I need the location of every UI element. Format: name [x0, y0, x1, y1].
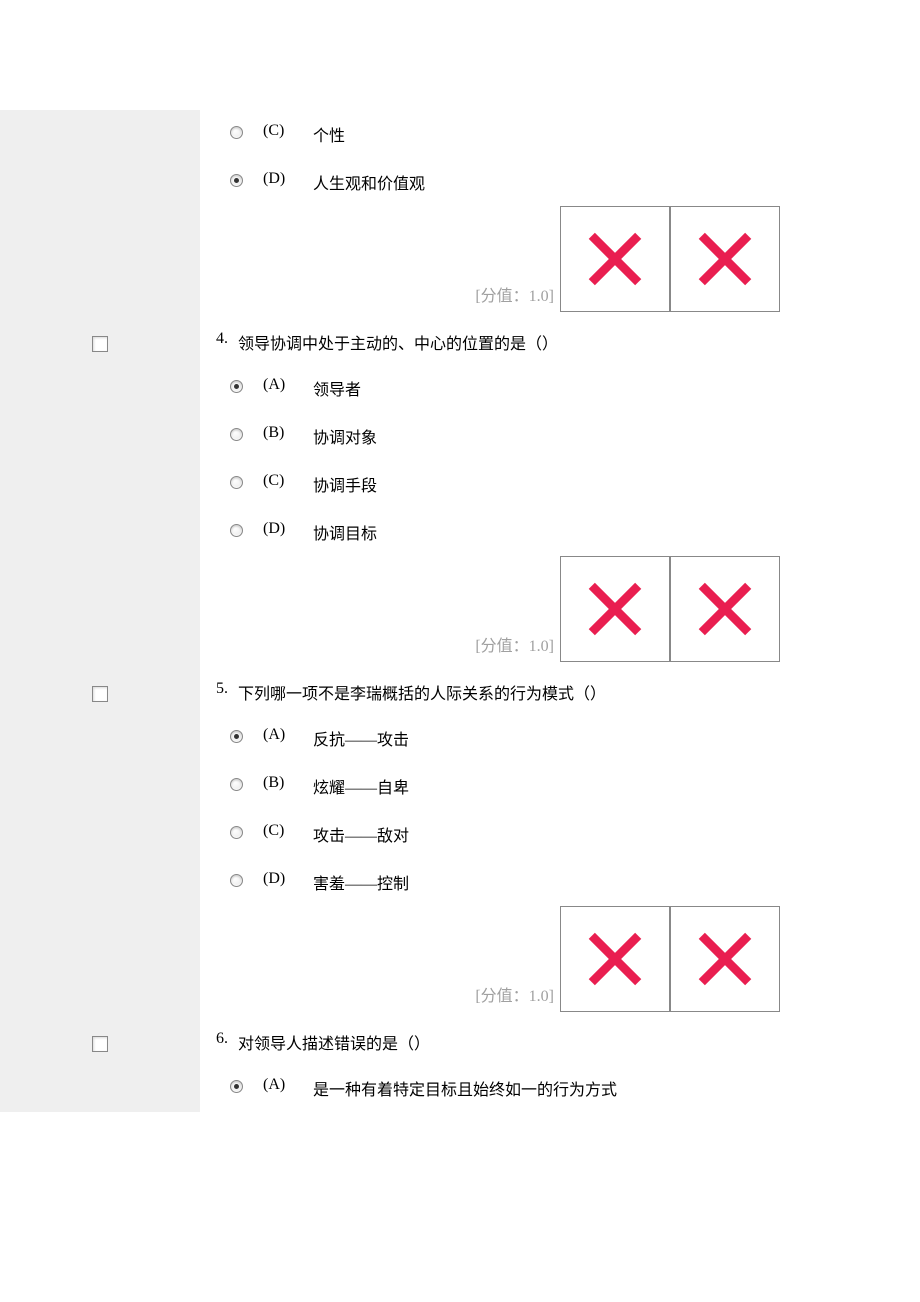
- option-letter: (D): [263, 870, 293, 888]
- option-row[interactable]: (B) 协调对象: [230, 412, 920, 460]
- option-letter: (C): [263, 472, 293, 490]
- question-block: 4. 领导协调中处于主动的、中心的位置的是（） (A) 领导者 (B) 协调对象…: [0, 316, 920, 666]
- sidebar: [0, 110, 200, 316]
- option-text: 是一种有着特定目标且始终如一的行为方式: [313, 1076, 633, 1100]
- option-letter: (A): [263, 726, 293, 744]
- option-letter: (C): [263, 822, 293, 840]
- radio-icon[interactable]: [230, 524, 243, 537]
- checkbox[interactable]: [92, 686, 108, 702]
- question-text: 下列哪一项不是李瑞概括的人际关系的行为模式（）: [238, 680, 920, 704]
- x-icon: [696, 230, 754, 288]
- option-row[interactable]: (D) 害羞——控制: [230, 858, 920, 906]
- sidebar: [0, 666, 200, 1016]
- option-letter: (D): [263, 520, 293, 538]
- x-icon: [586, 230, 644, 288]
- quiz-page: (C) 个性 (D) 人生观和价值观 [分值：1.0]: [0, 0, 920, 1112]
- option-letter: (B): [263, 424, 293, 442]
- question-text: 领导协调中处于主动的、中心的位置的是（）: [238, 330, 920, 354]
- option-text: 协调手段: [313, 472, 633, 496]
- question-row: 5. 下列哪一项不是李瑞概括的人际关系的行为模式（）: [210, 666, 920, 714]
- radio-icon[interactable]: [230, 1080, 243, 1093]
- radio-icon[interactable]: [230, 380, 243, 393]
- radio-icon[interactable]: [230, 126, 243, 139]
- score-label: [分值：1.0]: [475, 982, 554, 1012]
- sidebar: [0, 1016, 200, 1112]
- option-row[interactable]: (C) 攻击——敌对: [230, 810, 920, 858]
- question-row: 6. 对领导人描述错误的是（）: [210, 1016, 920, 1064]
- option-letter: (D): [263, 170, 293, 188]
- option-text: 反抗——攻击: [313, 726, 633, 750]
- option-text: 人生观和价值观: [313, 170, 633, 194]
- score-footer: [分值：1.0]: [210, 206, 920, 316]
- question-text: 对领导人描述错误的是（）: [238, 1030, 920, 1054]
- x-icon: [586, 930, 644, 988]
- option-letter: (A): [263, 376, 293, 394]
- mark-boxes: [560, 556, 780, 662]
- checkbox[interactable]: [92, 336, 108, 352]
- option-row[interactable]: (C) 个性: [230, 110, 920, 158]
- option-text: 害羞——控制: [313, 870, 633, 894]
- question-block: 6. 对领导人描述错误的是（） (A) 是一种有着特定目标且始终如一的行为方式: [0, 1016, 920, 1112]
- radio-icon[interactable]: [230, 730, 243, 743]
- option-row[interactable]: (A) 领导者: [230, 364, 920, 412]
- sidebar: [0, 316, 200, 666]
- radio-icon[interactable]: [230, 476, 243, 489]
- options-list: (A) 反抗——攻击 (B) 炫耀——自卑 (C) 攻击——敌对 (D) 害羞—…: [210, 714, 920, 906]
- option-row[interactable]: (D) 人生观和价值观: [230, 158, 920, 206]
- options-list: (A) 是一种有着特定目标且始终如一的行为方式: [210, 1064, 920, 1112]
- question-row: 4. 领导协调中处于主动的、中心的位置的是（）: [210, 316, 920, 364]
- option-row[interactable]: (B) 炫耀——自卑: [230, 762, 920, 810]
- question-number: 4.: [210, 330, 238, 348]
- x-icon: [696, 580, 754, 638]
- mark-box: [670, 206, 780, 312]
- options-list: (A) 领导者 (B) 协调对象 (C) 协调手段 (D) 协调目标: [210, 364, 920, 556]
- option-row[interactable]: (C) 协调手段: [230, 460, 920, 508]
- option-row[interactable]: (A) 反抗——攻击: [230, 714, 920, 762]
- option-letter: (C): [263, 122, 293, 140]
- option-row[interactable]: (A) 是一种有着特定目标且始终如一的行为方式: [230, 1064, 920, 1112]
- option-text: 攻击——敌对: [313, 822, 633, 846]
- question-content: 5. 下列哪一项不是李瑞概括的人际关系的行为模式（） (A) 反抗——攻击 (B…: [200, 666, 920, 1016]
- option-text: 个性: [313, 122, 633, 146]
- mark-boxes: [560, 906, 780, 1012]
- mark-box: [560, 556, 670, 662]
- option-letter: (A): [263, 1076, 293, 1094]
- question-content: 6. 对领导人描述错误的是（） (A) 是一种有着特定目标且始终如一的行为方式: [200, 1016, 920, 1112]
- score-footer: [分值：1.0]: [210, 906, 920, 1016]
- option-text: 领导者: [313, 376, 633, 400]
- question-content: (C) 个性 (D) 人生观和价值观 [分值：1.0]: [200, 110, 920, 316]
- score-footer: [分值：1.0]: [210, 556, 920, 666]
- x-icon: [586, 580, 644, 638]
- radio-icon[interactable]: [230, 826, 243, 839]
- radio-icon[interactable]: [230, 428, 243, 441]
- radio-icon[interactable]: [230, 874, 243, 887]
- x-icon: [696, 930, 754, 988]
- mark-box: [560, 206, 670, 312]
- question-block: 5. 下列哪一项不是李瑞概括的人际关系的行为模式（） (A) 反抗——攻击 (B…: [0, 666, 920, 1016]
- checkbox[interactable]: [92, 1036, 108, 1052]
- mark-boxes: [560, 206, 780, 312]
- option-text: 炫耀——自卑: [313, 774, 633, 798]
- question-block: (C) 个性 (D) 人生观和价值观 [分值：1.0]: [0, 0, 920, 316]
- option-text: 协调对象: [313, 424, 633, 448]
- options-list: (C) 个性 (D) 人生观和价值观: [210, 110, 920, 206]
- question-number: 5.: [210, 680, 238, 698]
- score-label: [分值：1.0]: [475, 282, 554, 312]
- option-letter: (B): [263, 774, 293, 792]
- mark-box: [670, 906, 780, 1012]
- question-number: 6.: [210, 1030, 238, 1048]
- option-text: 协调目标: [313, 520, 633, 544]
- radio-icon[interactable]: [230, 174, 243, 187]
- mark-box: [670, 556, 780, 662]
- option-row[interactable]: (D) 协调目标: [230, 508, 920, 556]
- question-content: 4. 领导协调中处于主动的、中心的位置的是（） (A) 领导者 (B) 协调对象…: [200, 316, 920, 666]
- score-label: [分值：1.0]: [475, 632, 554, 662]
- mark-box: [560, 906, 670, 1012]
- radio-icon[interactable]: [230, 778, 243, 791]
